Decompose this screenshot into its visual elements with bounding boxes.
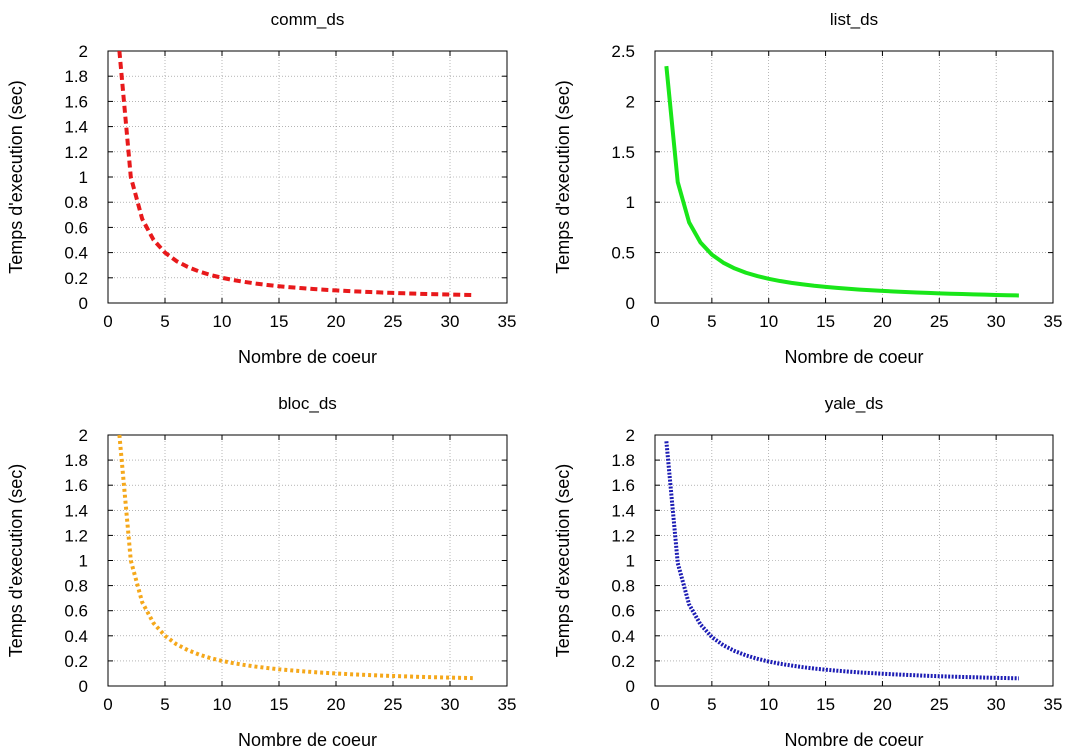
- x-tick-label: 35: [498, 695, 517, 714]
- x-tick-label: 25: [384, 312, 403, 331]
- y-tick-label: 1.6: [611, 476, 635, 495]
- y-tick-label: 1.4: [611, 501, 635, 520]
- x-tick-label: 5: [160, 312, 169, 331]
- y-axis-label: Temps d'execution (sec): [553, 80, 573, 274]
- x-tick-label: 35: [1044, 695, 1063, 714]
- y-tick-label: 1.8: [64, 451, 88, 470]
- y-tick-label: 1.2: [64, 143, 88, 162]
- x-tick-label: 0: [103, 695, 112, 714]
- x-axis-label: Nombre de coeur: [784, 730, 923, 750]
- x-tick-label: 25: [930, 695, 949, 714]
- y-tick-label: 1.8: [64, 67, 88, 86]
- y-tick-label: 1.6: [64, 92, 88, 111]
- x-tick-label: 25: [384, 695, 403, 714]
- x-tick-label: 30: [441, 695, 460, 714]
- y-tick-label: 0.6: [64, 218, 88, 237]
- x-tick-label: 35: [1044, 312, 1063, 331]
- x-tick-label: 5: [707, 312, 716, 331]
- y-tick-label: 1.5: [611, 143, 635, 162]
- y-tick-label: 1: [79, 168, 88, 187]
- y-tick-label: 1: [79, 552, 88, 571]
- x-tick-label: 30: [987, 695, 1006, 714]
- y-tick-label: 2: [79, 42, 88, 61]
- y-tick-label: 2.5: [611, 42, 635, 61]
- plot-frame: [654, 50, 1054, 304]
- x-tick-label: 5: [160, 695, 169, 714]
- x-tick-label: 15: [270, 312, 289, 331]
- series-line: [117, 434, 473, 681]
- y-tick-label: 1.2: [64, 526, 88, 545]
- chart-title: comm_ds: [271, 10, 345, 29]
- y-tick-label: 2: [626, 426, 635, 445]
- x-tick-label: 10: [213, 312, 232, 331]
- x-tick-label: 0: [103, 312, 112, 331]
- x-tick-label: 10: [759, 312, 778, 331]
- x-tick-label: 35: [498, 312, 517, 331]
- x-axis-label: Nombre de coeur: [238, 347, 377, 367]
- chart-panel-yale-ds: 0 5 10 15 20 25 30 35 0 0.2 0.4 0.6 0.8 1 1.2 1.4 1.6 1.8…: [553, 394, 1062, 750]
- y-tick-label: 1.4: [64, 501, 88, 520]
- x-tick-label: 0: [650, 695, 659, 714]
- x-tick-label: 15: [270, 695, 289, 714]
- y-tick-label: 0: [79, 677, 88, 696]
- chart-title: list_ds: [830, 10, 878, 29]
- x-tick-label: 5: [707, 695, 716, 714]
- y-tick-label: 0.6: [611, 602, 635, 621]
- y-tick-label: 0.5: [611, 244, 635, 263]
- y-tick-label: 0: [626, 294, 635, 313]
- y-tick-label: 0.6: [64, 602, 88, 621]
- series-line: [664, 441, 1019, 681]
- y-tick-label: 0.8: [64, 577, 88, 596]
- y-axis-label: Temps d'execution (sec): [553, 464, 573, 658]
- x-axis-label: Nombre de coeur: [238, 730, 377, 750]
- chart-title: yale_ds: [825, 394, 884, 413]
- y-tick-label: 1: [626, 193, 635, 212]
- y-tick-label: 0.8: [611, 577, 635, 596]
- y-tick-label: 1.8: [611, 451, 635, 470]
- chart-title: bloc_ds: [278, 394, 337, 413]
- x-tick-label: 20: [327, 312, 346, 331]
- x-tick-label: 0: [650, 312, 659, 331]
- x-tick-label: 10: [759, 695, 778, 714]
- x-tick-label: 15: [816, 695, 835, 714]
- y-tick-label: 0.8: [64, 193, 88, 212]
- y-tick-label: 1.6: [64, 476, 88, 495]
- chart-panel-list-ds: 0 5 10 15 20 25 30 35 0 0.5 1 1.5 2 2.5 list_ds Nombre …: [553, 10, 1062, 367]
- x-tick-label: 20: [873, 312, 892, 331]
- y-tick-label: 1.2: [611, 526, 635, 545]
- y-axis-label: Temps d'execution (sec): [6, 80, 26, 274]
- x-tick-label: 25: [930, 312, 949, 331]
- y-tick-label: 2: [626, 92, 635, 111]
- y-tick-label: 0.2: [64, 652, 88, 671]
- series-line: [117, 50, 473, 298]
- y-tick-label: 1: [626, 552, 635, 571]
- y-axis-label: Temps d'execution (sec): [6, 464, 26, 658]
- x-tick-label: 10: [213, 695, 232, 714]
- chart-panel-comm-ds: 0 5 10 15 20 25 30 35 0 0.2 0.4 0.6 0.8 1 1.2 1.4 1.6 1.8…: [6, 10, 516, 367]
- y-tick-label: 0.2: [64, 269, 88, 288]
- y-tick-label: 0.2: [611, 652, 635, 671]
- y-tick-label: 0.4: [64, 627, 88, 646]
- y-tick-label: 0.4: [611, 627, 635, 646]
- chart-panel-bloc-ds: 0 5 10 15 20 25 30 35 0 0.2 0.4 0.6 0.8 1 1.2 1.4 1.6 1.8…: [6, 394, 516, 750]
- y-tick-label: 1.4: [64, 118, 88, 137]
- y-tick-label: 2: [79, 426, 88, 445]
- x-tick-label: 30: [987, 312, 1006, 331]
- x-axis-label: Nombre de coeur: [784, 347, 923, 367]
- y-tick-label: 0.4: [64, 244, 88, 263]
- y-tick-label: 0: [626, 677, 635, 696]
- x-tick-label: 20: [873, 695, 892, 714]
- y-tick-label: 0: [79, 294, 88, 313]
- x-tick-label: 20: [327, 695, 346, 714]
- series-line: [664, 65, 1019, 298]
- x-tick-label: 15: [816, 312, 835, 331]
- x-tick-label: 30: [441, 312, 460, 331]
